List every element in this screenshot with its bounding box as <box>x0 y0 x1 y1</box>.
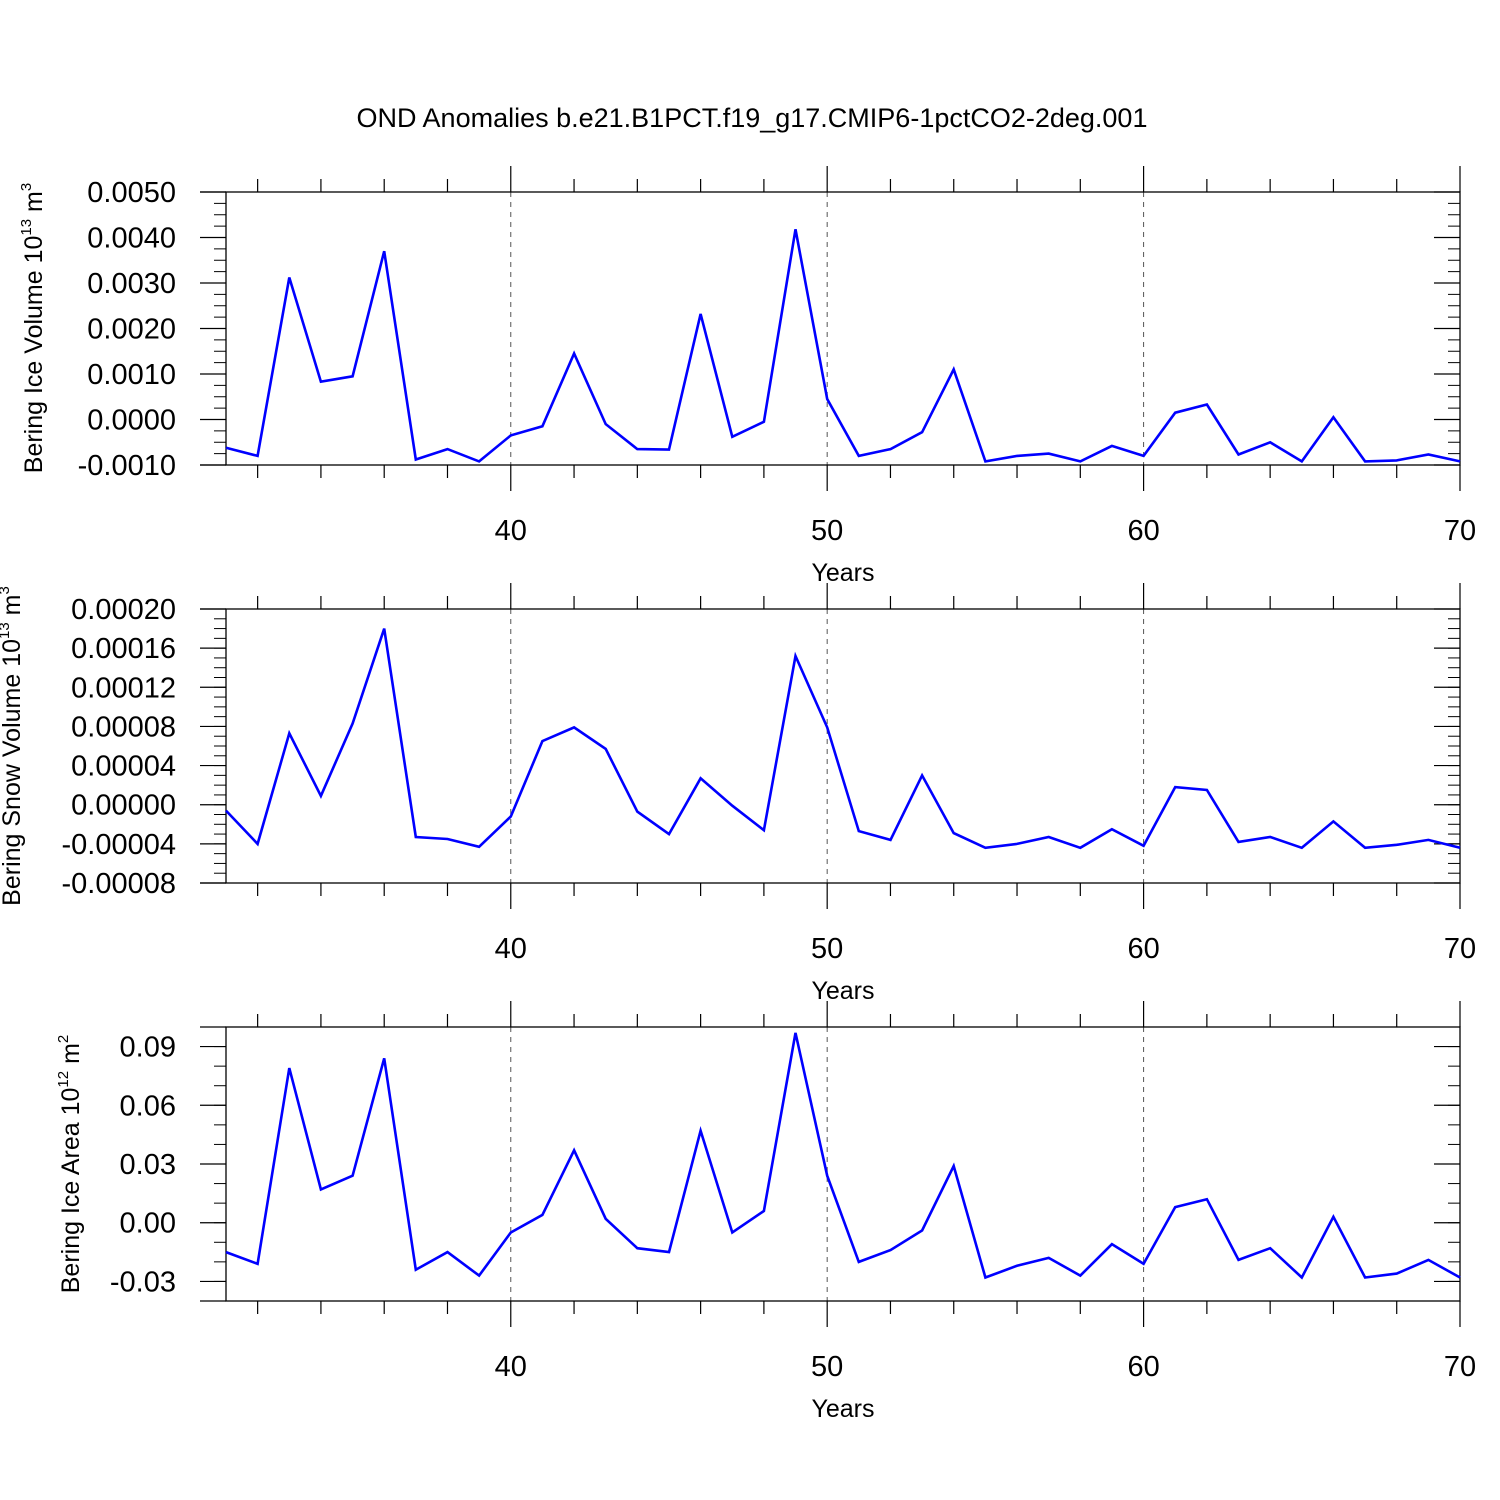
chart-panel-1: -0.0010 0.0000 0.0010 0.0020 0.0030 0.0040 0.0… <box>18 166 1476 587</box>
x-axis-label: Years <box>811 559 874 587</box>
y-tick-label: 0.00004 <box>71 751 176 783</box>
y-tick-label: 0.00012 <box>71 672 176 704</box>
y-axis-label-unit-exp: 3 <box>18 183 35 191</box>
y-axis-label-main: Bering Ice Area 10 <box>57 1088 85 1294</box>
y-tick-label: 0.0040 <box>87 223 176 255</box>
x-tick-label: 70 <box>1444 933 1476 965</box>
x-tick-label: 60 <box>1127 1351 1159 1383</box>
chart-panel-3: -0.03 0.00 0.03 0.06 0.09 40 50 60 70 Years Bering… <box>55 1001 1476 1423</box>
y-tick-label: 0.0030 <box>87 268 176 300</box>
y-tick-label: -0.00004 <box>62 829 177 861</box>
x-tick-label: 40 <box>495 515 527 547</box>
y-axis-label-exp: 12 <box>55 1071 72 1088</box>
y-axis-label: Bering Ice Area 1012 m2 <box>55 1035 85 1294</box>
x-tick-label: 60 <box>1127 933 1159 965</box>
y-axis-label-exp: 13 <box>0 622 13 639</box>
x-tick-label: 50 <box>811 515 843 547</box>
y-tick-label: -0.00008 <box>62 868 177 900</box>
y-tick-label: 0.0010 <box>87 359 176 391</box>
y-tick-label: 0.03 <box>120 1149 176 1181</box>
x-tick-label: 50 <box>811 1351 843 1383</box>
y-tick-label: 0.00016 <box>71 633 176 665</box>
y-tick-label: 0.0020 <box>87 314 176 346</box>
y-tick-label: 0.06 <box>120 1090 176 1122</box>
plot-frame <box>225 608 1461 884</box>
y-tick-label: 0.0000 <box>87 405 176 437</box>
plot-frame <box>225 191 1461 466</box>
x-tick-label: 70 <box>1444 1351 1476 1383</box>
chart-panel-2: -0.00008 -0.00004 0.00000 0.00004 0.00008 0.0… <box>0 583 1476 1005</box>
y-tick-label: 0.0050 <box>87 177 176 209</box>
y-axis-label-main: Bering Snow Volume 10 <box>0 639 26 906</box>
x-axis-label: Years <box>811 1395 874 1423</box>
y-tick-label: 0.09 <box>120 1032 176 1064</box>
x-tick-label: 50 <box>811 933 843 965</box>
y-tick-label: -0.03 <box>110 1266 176 1298</box>
x-tick-label: 70 <box>1444 515 1476 547</box>
y-tick-label: -0.0010 <box>78 450 176 482</box>
y-axis-label-unit: m <box>57 1043 85 1071</box>
series-line <box>225 1032 1461 1280</box>
y-axis-label-exp: 13 <box>18 219 35 236</box>
y-tick-label: 0.00020 <box>71 594 176 626</box>
y-tick-label: 0.00 <box>120 1208 176 1240</box>
x-axis-label: Years <box>811 977 874 1005</box>
y-axis-label: Bering Snow Volume 1013 m3 <box>0 586 26 906</box>
series-line <box>225 628 1461 850</box>
x-tick-label: 40 <box>495 933 527 965</box>
x-tick-label: 60 <box>1127 515 1159 547</box>
chart-title: OND Anomalies b.e21.B1PCT.f19_g17.CMIP6-… <box>357 103 1148 133</box>
y-tick-label: 0.00008 <box>71 711 176 743</box>
y-tick-label: 0.00000 <box>71 790 176 822</box>
y-axis-label-unit-exp: 3 <box>0 586 13 594</box>
y-axis-label-unit: m <box>20 191 48 219</box>
plot-frame <box>225 1026 1461 1302</box>
y-axis-label: Bering Ice Volume 1013 m3 <box>18 183 48 473</box>
series-line <box>225 229 1461 464</box>
y-axis-label-unit-exp: 2 <box>55 1035 72 1043</box>
y-axis-label-main: Bering Ice Volume 10 <box>20 236 48 474</box>
chart-panels: -0.00100.00000.00100.00200.00300.00400.0… <box>0 166 1476 1423</box>
x-tick-label: 40 <box>495 1351 527 1383</box>
y-axis-label-unit: m <box>0 595 26 623</box>
